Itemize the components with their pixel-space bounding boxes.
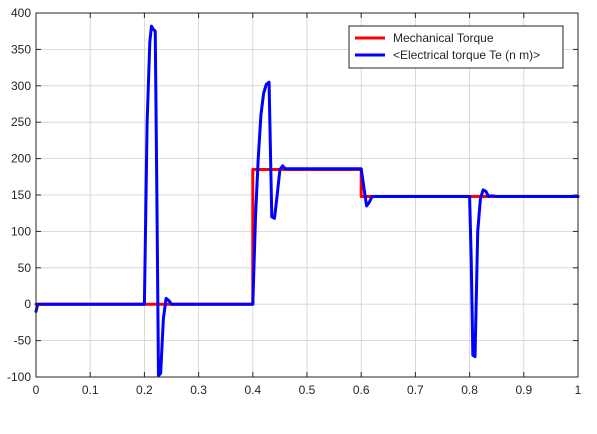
x-tick-label: 0.5 — [299, 383, 316, 397]
x-tick-label: 0.3 — [190, 383, 207, 397]
y-tick-label: 400 — [11, 6, 31, 20]
y-tick-label: -50 — [14, 334, 32, 348]
y-tick-label: 350 — [11, 42, 31, 56]
tick-labels: 0 0.1 0.2 0.3 0.4 0.5 0.6 0.7 0.8 0.9 1 -100 -50 0 50 1… — [7, 6, 582, 397]
y-tick-label: 150 — [11, 188, 31, 202]
x-tick-label: 0.1 — [82, 383, 99, 397]
x-tick-label: 0 — [33, 383, 40, 397]
legend-label: Mechanical Torque — [393, 31, 494, 45]
legend: Mechanical Torque <Electrical torque Te (… — [348, 25, 564, 69]
legend-label: <Electrical torque Te (n m)> — [393, 48, 540, 62]
series-line-electrical-torque — [34, 24, 580, 378]
x-tick-label: 0.4 — [244, 383, 261, 397]
x-tick-label: 0.9 — [515, 383, 532, 397]
x-tick-label: 0.8 — [461, 383, 478, 397]
y-tick-label: 0 — [24, 297, 31, 311]
axes — [35, 12, 579, 378]
x-tick-label: 0.2 — [136, 383, 153, 397]
series-lines — [34, 24, 580, 378]
y-tick-label: 100 — [11, 224, 31, 238]
y-tick-label: 50 — [18, 261, 32, 275]
y-tick-label: -100 — [7, 370, 31, 384]
x-tick-label: 0.7 — [407, 383, 424, 397]
y-tick-label: 200 — [11, 152, 31, 166]
x-tick-label: 1 — [575, 383, 582, 397]
x-tick-label: 0.6 — [353, 383, 370, 397]
legend-box — [348, 25, 564, 69]
y-tick-label: 300 — [11, 79, 31, 93]
y-tick-label: 250 — [11, 115, 31, 129]
